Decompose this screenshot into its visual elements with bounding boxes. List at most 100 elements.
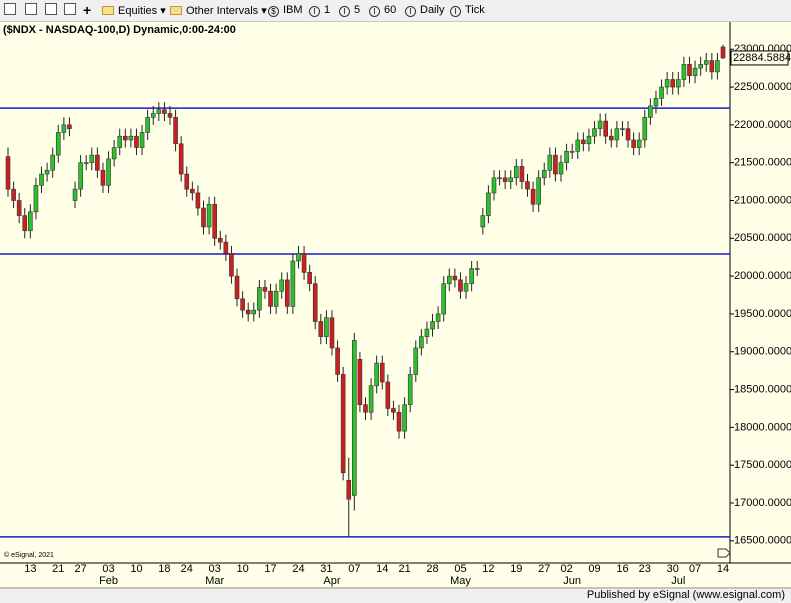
scroll-icon[interactable] [717, 548, 731, 558]
candle-body [167, 113, 173, 118]
menu-intervals[interactable]: Other Intervals ▾ [170, 4, 267, 17]
candle-body [33, 185, 39, 213]
candle-body [72, 188, 78, 201]
candle-body [301, 253, 307, 273]
x-tick-label: 02 [560, 563, 572, 575]
add-button[interactable]: + [83, 2, 92, 18]
y-tick-label: 19000.0000 [734, 346, 791, 358]
candle-body [217, 238, 223, 243]
candle-body [491, 177, 497, 194]
candle-body [676, 79, 681, 88]
candle-body [407, 374, 413, 405]
x-tick-label: 03 [209, 563, 221, 575]
candle-body [106, 158, 111, 186]
candle-body [39, 173, 44, 186]
button-label: 1 [324, 4, 331, 16]
candle-body [352, 340, 357, 496]
candle-body [530, 188, 536, 205]
x-tick-label: 12 [482, 563, 494, 575]
candle-body [156, 109, 162, 114]
candle-body [67, 124, 72, 129]
candle-body [78, 162, 83, 190]
candle-body [284, 279, 290, 307]
icon-button[interactable] [25, 3, 37, 15]
candle-body [379, 362, 385, 383]
candle-body [190, 188, 195, 194]
candle-body [296, 253, 301, 262]
candle-body [50, 154, 55, 171]
candle-body [162, 109, 167, 114]
candle-body [257, 287, 262, 311]
candle-body [480, 215, 486, 228]
candle-body [55, 132, 61, 156]
candle-body [234, 275, 240, 300]
candle-body [687, 64, 692, 76]
candle-body [497, 177, 502, 180]
x-tick-label: 03 [102, 563, 114, 575]
y-tick-label: 16500.0000 [734, 535, 791, 547]
candle-body [486, 192, 491, 216]
candle-body [134, 135, 139, 148]
x-tick-label: 05 [454, 563, 466, 575]
candle-body [173, 116, 178, 145]
interval-button[interactable]: I Tick [450, 4, 485, 17]
x-tick-label: 13 [24, 563, 36, 575]
candle-body [419, 336, 424, 349]
candle-body [22, 215, 28, 232]
candle-body [368, 385, 374, 413]
y-tick-label: 22500.0000 [734, 81, 791, 93]
candle-body [111, 147, 117, 160]
interval-button[interactable]: I 60 [369, 4, 396, 17]
candle-body [474, 268, 480, 270]
last-price-box [730, 50, 789, 66]
candle-body [614, 128, 620, 141]
x-tick-label: 27 [74, 563, 86, 575]
candle-body [290, 260, 296, 307]
candle-body [569, 151, 575, 153]
chart-title: ($NDX - NASDAQ-100,D) Dynamic,0:00-24:00 [3, 24, 236, 36]
candle-body [597, 120, 603, 129]
x-tick-label: 14 [376, 563, 388, 575]
candle-body [681, 64, 687, 80]
y-tick-label: 21000.0000 [734, 194, 791, 206]
candle-body [184, 173, 190, 190]
interval-button[interactable]: I Daily [405, 4, 444, 17]
candle-body [100, 169, 106, 186]
candle-body [229, 253, 234, 277]
menu-label: Other Intervals [186, 5, 259, 17]
x-tick-label: 16 [616, 563, 628, 575]
candle-body [324, 317, 329, 337]
icon-button[interactable] [4, 3, 16, 15]
button-label: IBM [283, 4, 303, 16]
symbol-button[interactable]: $ IBM [268, 4, 303, 17]
month-label: Feb [99, 575, 118, 587]
candle-body [508, 177, 514, 182]
icon-button[interactable] [64, 3, 76, 15]
candle-body [463, 283, 469, 292]
candle-body [178, 143, 184, 175]
last-price-label: 22884.5884 [733, 52, 791, 64]
x-tick-label: 24 [181, 563, 193, 575]
month-label: Apr [323, 575, 340, 587]
candle-body [245, 309, 251, 315]
y-tick-label: 18500.0000 [734, 383, 791, 395]
candle-body [653, 98, 659, 107]
x-tick-label: 09 [588, 563, 600, 575]
icon-button[interactable] [45, 3, 57, 15]
y-tick-label: 17500.0000 [734, 459, 791, 471]
y-tick-label: 18000.0000 [734, 421, 791, 433]
y-tick-label: 19500.0000 [734, 308, 791, 320]
candle-body [592, 128, 597, 137]
candle-body [251, 309, 257, 315]
menu-equities[interactable]: Equities ▾ [102, 4, 166, 17]
candle-body [620, 128, 625, 130]
x-tick-label: 24 [292, 563, 304, 575]
candle-body [329, 317, 335, 349]
candle-body [441, 283, 447, 315]
y-tick-label: 17000.0000 [734, 497, 791, 509]
candle-body [698, 64, 703, 69]
candle-body [709, 60, 715, 73]
candle-body [659, 86, 664, 99]
